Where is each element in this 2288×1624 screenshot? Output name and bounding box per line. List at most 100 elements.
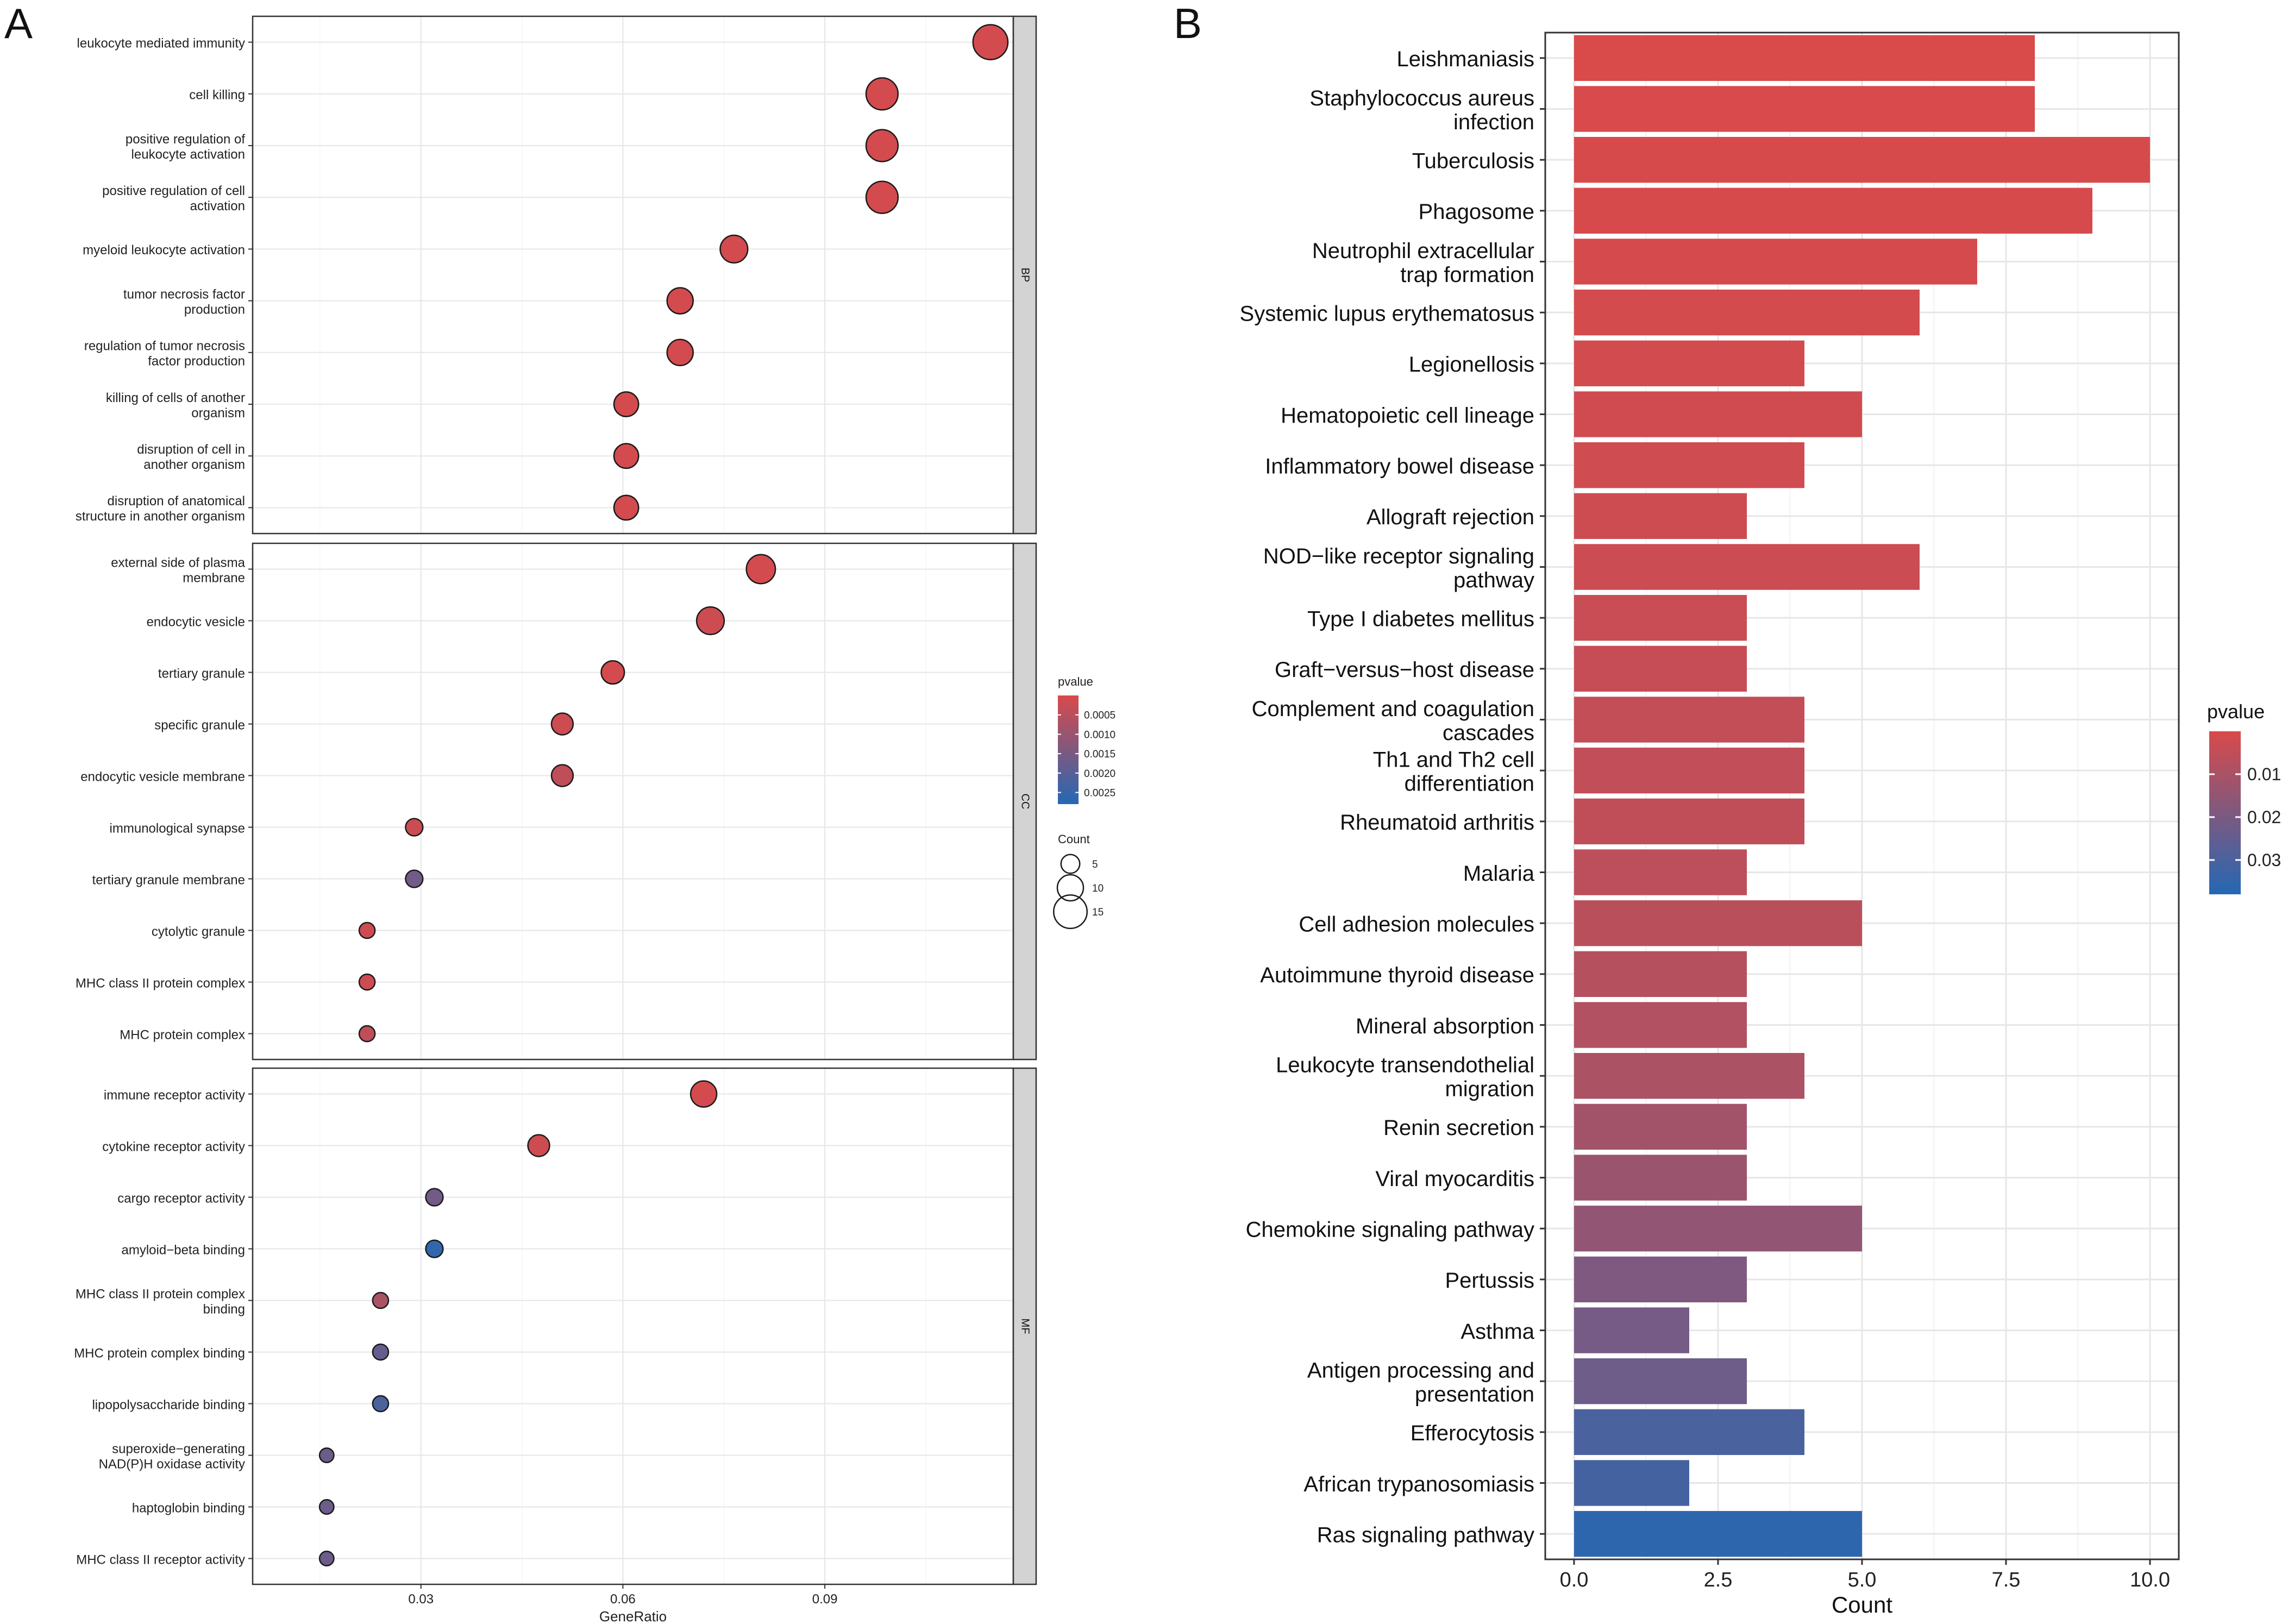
bar — [1574, 340, 1804, 386]
term-label: external side of plasma membrane — [111, 555, 245, 585]
pathway-label: Renin secretion — [1383, 1116, 1534, 1140]
pathway-label: Pertussis — [1445, 1269, 1535, 1293]
colorbar-label: 0.02 — [2247, 807, 2281, 827]
bar — [1574, 748, 1804, 794]
x-tick-label: 0.0 — [1560, 1569, 1589, 1591]
facet-strip-label: MF — [1019, 1319, 1031, 1334]
pathway-label: Neutrophil extracellular trap formation — [1312, 239, 1534, 287]
pathway-label: Chemokine signaling pathway — [1246, 1218, 1534, 1242]
bar — [1574, 391, 1862, 437]
size-key — [1060, 854, 1081, 874]
colorbar-label: 0.0020 — [1084, 768, 1115, 780]
term-dot — [972, 24, 1009, 60]
term-label: disruption of anatomical structure in ano… — [76, 494, 245, 524]
bar — [1574, 1155, 1747, 1201]
facet-cc: external side of plasma membrane endocytic… — [76, 542, 1037, 1061]
panel-label-a: A — [4, 0, 33, 47]
term-label: cytokine receptor activity — [102, 1139, 245, 1154]
pathway-label: Viral myocarditis — [1375, 1167, 1534, 1191]
pathway-label: Leukocyte transendothelial migration — [1276, 1054, 1534, 1101]
term-label: tumor necrosis factor production — [123, 287, 245, 317]
pathway-label: African trypanosomiasis — [1303, 1472, 1534, 1496]
term-dot — [865, 180, 899, 214]
bar — [1574, 86, 2035, 132]
facet-strip-label: BP — [1019, 268, 1031, 283]
bar — [1574, 1409, 1804, 1455]
colorbar — [1058, 695, 1079, 804]
term-label: MHC protein complex binding — [74, 1346, 245, 1360]
bar — [1574, 849, 1747, 895]
term-label: haptoglobin binding — [132, 1501, 245, 1515]
term-dot — [358, 973, 376, 991]
panel-label-b: B — [1174, 0, 1202, 47]
term-dot — [372, 1291, 390, 1309]
term-label: specific granule — [154, 718, 245, 732]
count-legend: Count 5 10 15 — [1053, 832, 1104, 929]
x-tick-label: 7.5 — [1992, 1569, 2021, 1591]
term-dot — [527, 1134, 550, 1157]
x-axis-title: Count — [1832, 1592, 1892, 1617]
term-dot — [318, 1447, 335, 1463]
go-dotplot-panel: leukocyte mediated immunity cell killing p… — [74, 15, 1115, 1624]
legend-title: Count — [1058, 832, 1090, 846]
colorbar-label: 0.03 — [2247, 850, 2281, 870]
bar — [1574, 1002, 1747, 1048]
bar — [1574, 1358, 1747, 1404]
term-dot — [719, 234, 749, 264]
colorbar-label: 0.0025 — [1084, 788, 1115, 799]
facet-strip — [1012, 542, 1037, 1061]
term-dot — [600, 660, 625, 685]
pathway-label: Legionellosis — [1409, 353, 1534, 377]
term-label: cargo receptor activity — [117, 1191, 245, 1206]
term-dot — [425, 1239, 444, 1258]
term-dot — [613, 391, 640, 417]
term-dot — [358, 1025, 376, 1043]
bar — [1574, 1256, 1747, 1302]
term-dot — [666, 338, 694, 367]
bar — [1574, 1206, 1862, 1252]
colorbar-label: 0.0005 — [1084, 710, 1115, 722]
term-label: myeloid leukocyte activation — [83, 243, 245, 258]
term-dot — [405, 818, 424, 837]
size-key-label: 5 — [1092, 859, 1098, 870]
bar — [1574, 645, 1747, 692]
term-label: leukocyte mediated immunity — [77, 36, 245, 51]
term-label: disruption of cell in another organism — [137, 442, 245, 472]
facet-background — [253, 1068, 1013, 1584]
bar — [1574, 951, 1747, 997]
pathway-label: Complement and coagulation cascades — [1252, 697, 1534, 745]
term-label: MHC protein complex — [120, 1027, 245, 1042]
term-dot — [425, 1188, 444, 1207]
term-label: cytolytic granule — [152, 924, 245, 939]
term-dot — [358, 921, 376, 939]
pathway-label: Antigen processing and presentation — [1307, 1359, 1534, 1407]
size-key-label: 10 — [1092, 883, 1104, 894]
term-label: amyloid−beta binding — [122, 1243, 246, 1257]
x-tick-label: 0.09 — [812, 1592, 838, 1607]
pathway-label: Tuberculosis — [1412, 149, 1534, 173]
colorbar-label: 0.0015 — [1084, 749, 1115, 760]
bar — [1574, 137, 2150, 183]
pathway-label: Allograft rejection — [1366, 505, 1534, 529]
bar — [1574, 1307, 1689, 1353]
term-label: regulation of tumor necrosis factor produ… — [84, 339, 245, 369]
term-dot — [318, 1499, 335, 1515]
bar — [1574, 697, 1804, 743]
x-axis: 0.03 0.06 0.09 GeneRatio — [408, 1584, 837, 1624]
term-dot — [372, 1395, 390, 1413]
facet-strip — [1012, 15, 1037, 535]
bar — [1574, 239, 1977, 285]
term-dot — [666, 287, 694, 315]
x-tick-label: 10.0 — [2130, 1569, 2170, 1591]
term-dot — [865, 77, 899, 111]
kegg-barplot-panel: Leishmaniasis Staphylococcus aureus infect… — [1240, 32, 2281, 1617]
pathway-label: Th1 and Th2 cell differentiation — [1373, 748, 1534, 796]
x-axis: 0.0 2.5 5.0 7.5 10.0 Count — [1560, 1559, 2170, 1617]
pathway-label: Malaria — [1463, 862, 1535, 886]
size-key — [1056, 874, 1085, 902]
pathway-label: Graft−versus−host disease — [1275, 658, 1534, 682]
term-label: tertiary granule — [158, 666, 245, 681]
term-dot — [865, 129, 899, 162]
bar — [1574, 290, 1920, 336]
term-dot — [318, 1551, 335, 1566]
